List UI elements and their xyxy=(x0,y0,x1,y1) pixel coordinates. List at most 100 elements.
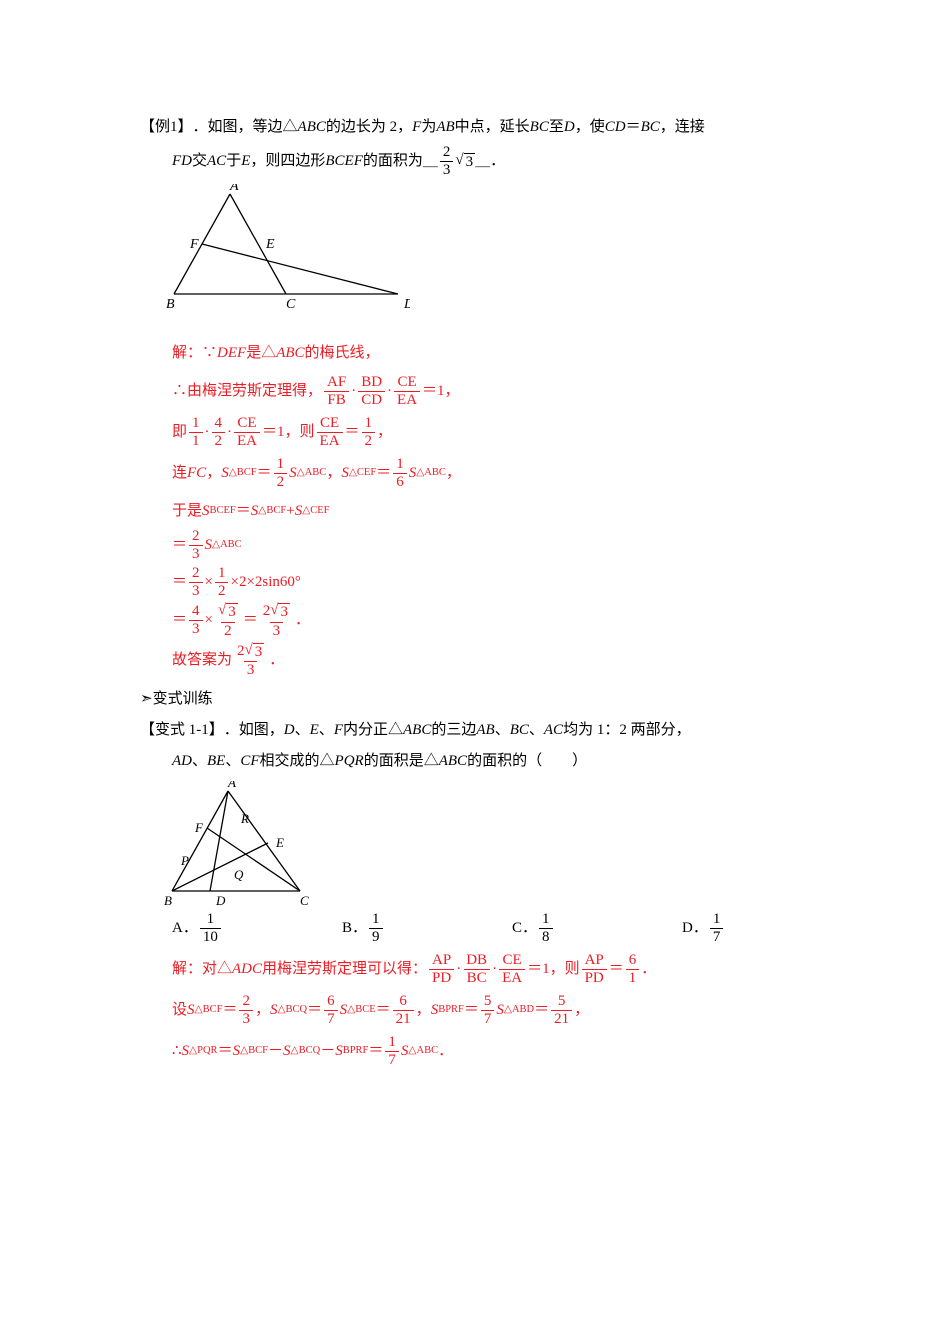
t: ＝ xyxy=(243,607,258,634)
t: ． xyxy=(295,607,310,634)
t: 的三边 xyxy=(431,717,476,744)
label: A． xyxy=(172,915,198,942)
t: ×2×2sin60° xyxy=(230,569,300,596)
t: 解：∵ xyxy=(172,340,217,367)
frac: 16 xyxy=(393,457,407,490)
svg-text:F: F xyxy=(194,820,204,835)
sol1-l8: ＝ 43 × √3 2 ＝ 2√3 3 ． xyxy=(172,603,820,639)
t: ＝ xyxy=(236,498,251,525)
t: ， xyxy=(255,997,270,1024)
label: D． xyxy=(682,915,708,942)
frac: 11 xyxy=(189,416,203,449)
t: ， xyxy=(326,460,341,487)
sol1-l4: 连 FC ， S△BCF ＝ 12 S△ABC ， S△CEF ＝ 16 S△A… xyxy=(172,457,820,490)
t: 于是 xyxy=(172,498,202,525)
sol1-l5: 于是 SBCEF ＝ S△BCF + S△CEF xyxy=(172,498,820,525)
S: S xyxy=(341,460,349,487)
S: S xyxy=(335,1038,343,1065)
t: ＝1， xyxy=(422,378,460,405)
t: 的面积是△ xyxy=(364,748,439,775)
options-row: A． 110 B． 19 C． 18 D． 17 xyxy=(172,912,852,945)
option-b: B． 19 xyxy=(342,912,512,945)
t: 连 xyxy=(172,460,187,487)
t: 、 xyxy=(529,717,544,744)
sub: △BCF xyxy=(229,464,257,483)
svg-text:A: A xyxy=(227,781,236,790)
svg-text:R: R xyxy=(240,811,249,826)
t: + xyxy=(286,498,294,525)
example1-line2: FD 交 AC 于 E ，则四边形 BCEF 的面积为＿ 2 3 √3 ＿． xyxy=(172,145,820,178)
frac: 57 xyxy=(481,994,495,1027)
S: S xyxy=(283,1038,291,1065)
sub: △BCQ xyxy=(291,1042,321,1061)
t: ＝ xyxy=(345,419,360,446)
frac: 18 xyxy=(539,912,553,945)
t: BCEF xyxy=(325,148,363,175)
t: 设 xyxy=(172,997,187,1024)
S: S xyxy=(496,997,504,1024)
t: ➣变式训练 xyxy=(140,686,213,713)
S: S xyxy=(187,997,195,1024)
frac: 42 xyxy=(212,416,226,449)
num: √3 xyxy=(215,603,241,622)
frac: BDCD xyxy=(358,375,385,408)
frac: 621 xyxy=(393,994,414,1027)
t: ， xyxy=(574,997,589,1024)
t: 为 xyxy=(421,114,436,141)
svg-text:B: B xyxy=(166,297,175,312)
svg-text:D: D xyxy=(215,893,226,906)
t: 相交成的△ xyxy=(260,748,335,775)
sub: △BCF xyxy=(195,1001,223,1020)
frac: DBBC xyxy=(463,953,490,986)
t: ． xyxy=(641,956,656,983)
t: 、 xyxy=(495,717,510,744)
sol2-l3: ∴ S△PQR ＝ S△BCF － S△BCQ － SBPRF ＝ 17 S△A… xyxy=(172,1035,820,1068)
frac: 2√3 3 xyxy=(234,643,267,679)
t: 、 xyxy=(192,748,207,775)
frac: 2√3 3 xyxy=(260,603,293,639)
S: S xyxy=(205,532,213,559)
t: ，使 xyxy=(575,114,605,141)
t: ABC xyxy=(403,717,431,744)
t: CF xyxy=(240,748,259,775)
t: 用梅涅劳斯定理可以得： xyxy=(262,956,427,983)
sol1-l7: ＝ 23 × 12 ×2×2sin60° xyxy=(172,566,820,599)
t: ，连接 xyxy=(660,114,705,141)
frac: 17 xyxy=(385,1035,399,1068)
t: ＝ xyxy=(172,532,187,559)
t: · xyxy=(227,419,232,446)
t: E xyxy=(310,717,319,744)
t: 的面积为＿ xyxy=(363,148,438,175)
frac: 23 xyxy=(189,529,203,562)
t: AC xyxy=(207,148,226,175)
label: C． xyxy=(512,915,537,942)
t: · xyxy=(351,378,356,405)
S: S xyxy=(431,997,439,1024)
sol1-l1: 解：∵ DEF 是△ ABC 的梅氏线， xyxy=(172,340,820,367)
variant-title: ➣变式训练 xyxy=(140,686,820,713)
t: 交 xyxy=(192,148,207,175)
sub: △CEF xyxy=(349,464,376,483)
t: ＿． xyxy=(475,148,505,175)
figure-1: AFEBCD xyxy=(160,184,410,334)
S: S xyxy=(202,498,210,525)
t: ＝ xyxy=(222,997,237,1024)
sub: △BCF xyxy=(240,1042,268,1061)
sub: △ABC xyxy=(416,464,446,483)
S: S xyxy=(340,997,348,1024)
t: 于 xyxy=(226,148,241,175)
sol1-l3: 即 11 · 42 · CEEA ＝1，则 CEEA ＝ 12 ， xyxy=(172,416,820,449)
sub: △ABC xyxy=(297,464,327,483)
t: 是△ xyxy=(246,340,276,367)
t: ， xyxy=(377,419,392,446)
sol1-l2: ∴由梅涅劳斯定理得， AFFB · BDCD · CEEA ＝1， xyxy=(172,375,820,408)
num: 2√3 xyxy=(260,603,293,622)
frac: CEEA xyxy=(499,953,525,986)
sub: △BCQ xyxy=(277,1001,307,1020)
t: 内分正△ xyxy=(343,717,403,744)
t: ，则四边形 xyxy=(250,148,325,175)
t: 解：对△ xyxy=(172,956,232,983)
t: AB xyxy=(436,114,454,141)
t: FC xyxy=(187,460,206,487)
t: ＝1，则 xyxy=(527,956,580,983)
